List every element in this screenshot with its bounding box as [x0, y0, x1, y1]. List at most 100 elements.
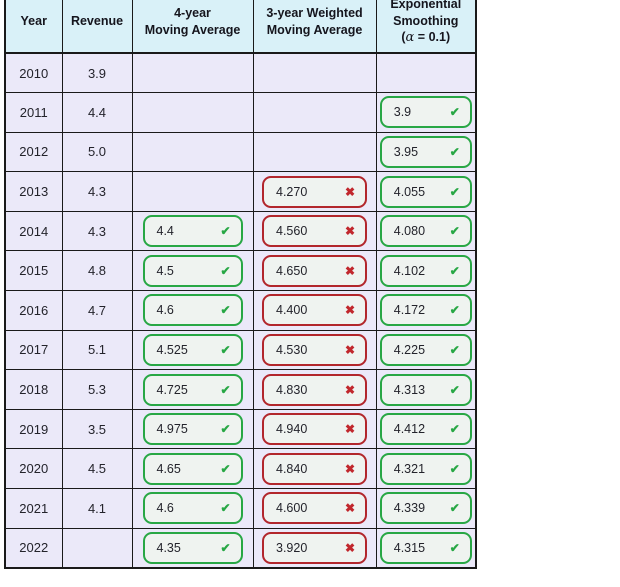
exp-input-value: 4.080 — [393, 224, 426, 239]
ma4-cell: 4.975 ✔ — [131, 408, 254, 450]
ma4-input-2020[interactable]: 4.65 ✔ — [142, 452, 243, 485]
wma3-input-value: 4.830 — [276, 382, 308, 397]
table-row-2018: 2018 5.3 4.725 ✔ 4.830 ✖ 4.313 ✔ — [4, 369, 477, 410]
ma4-cell — [131, 131, 254, 173]
wma3-cell: 4.270 ✖ — [252, 171, 377, 212]
wma3-input-2020[interactable]: 4.840 ✖ — [262, 452, 367, 485]
revenue-cell: 5.3 — [61, 369, 133, 410]
forecast-table: Year Revenue 4-year Moving Average 3-yea… — [4, 0, 477, 569]
page: Year Revenue 4-year Moving Average 3-yea… — [4, 0, 477, 569]
wma3-input-2014[interactable]: 4.560 ✖ — [262, 215, 367, 248]
revenue-value: 4.8 — [87, 263, 107, 279]
table-row-2020: 2020 4.5 4.65 ✔ 4.840 ✖ 4.321 ✔ — [4, 448, 477, 490]
wma3-cell: 3.920 ✖ — [252, 527, 377, 569]
ma4-input-2021[interactable]: 4.6 ✔ — [142, 492, 243, 525]
header-row: Year Revenue 4-year Moving Average 3-yea… — [4, 0, 477, 54]
exp-input-value: 4.313 — [393, 382, 426, 397]
incorrect-icon: ✖ — [344, 184, 355, 199]
wma3-input-value: 4.650 — [276, 263, 308, 278]
exp-input-2011[interactable]: 3.9 ✔ — [379, 96, 472, 129]
year-cell: 2012 — [4, 131, 63, 173]
revenue-value: 4.1 — [87, 500, 107, 516]
exp-input-2016[interactable]: 4.172 ✔ — [379, 294, 472, 327]
ma4-input-2019[interactable]: 4.975 ✔ — [142, 413, 243, 446]
exp-input-2022[interactable]: 4.315 ✔ — [379, 531, 472, 564]
wma3-input-2018[interactable]: 4.830 ✖ — [262, 373, 367, 406]
wma3-input-value: 4.840 — [276, 461, 308, 476]
correct-icon: ✔ — [449, 144, 460, 159]
year-cell: 2010 — [4, 52, 63, 94]
exp-input-2019[interactable]: 4.412 ✔ — [379, 413, 472, 446]
revenue-cell: 4.7 — [61, 290, 133, 331]
revenue-cell: 4.3 — [61, 210, 133, 252]
exp-input-2015[interactable]: 4.102 ✔ — [379, 254, 472, 287]
incorrect-icon: ✖ — [344, 540, 355, 555]
ma4-input-2014[interactable]: 4.4 ✔ — [142, 215, 243, 248]
incorrect-icon: ✖ — [344, 263, 355, 278]
ma4-input-2015[interactable]: 4.5 ✔ — [142, 254, 243, 287]
correct-icon: ✔ — [220, 540, 231, 555]
exp-cell: 4.172 ✔ — [375, 290, 477, 331]
incorrect-icon: ✖ — [344, 303, 355, 318]
ma4-input-value: 4.65 — [156, 461, 181, 476]
incorrect-icon: ✖ — [344, 224, 355, 239]
exp-input-2017[interactable]: 4.225 ✔ — [379, 333, 472, 366]
year-value: 2015 — [19, 263, 49, 279]
correct-icon: ✔ — [220, 342, 231, 357]
correct-icon: ✔ — [220, 303, 231, 318]
year-cell: 2017 — [4, 329, 63, 371]
exp-input-2014[interactable]: 4.080 ✔ — [379, 215, 472, 248]
correct-icon: ✔ — [449, 105, 460, 120]
exp-cell: 3.9 ✔ — [375, 92, 477, 133]
year-value: 2011 — [19, 104, 48, 120]
exp-input-2021[interactable]: 4.339 ✔ — [379, 492, 472, 525]
year-value: 2014 — [19, 223, 49, 239]
ma4-input-2016[interactable]: 4.6 ✔ — [142, 294, 243, 327]
revenue-value: 4.5 — [87, 461, 107, 477]
table-row-2014: 2014 4.3 4.4 ✔ 4.560 ✖ 4.080 ✔ — [4, 210, 477, 252]
ma4-input-2018[interactable]: 4.725 ✔ — [142, 373, 243, 406]
table-row-2013: 2013 4.3 4.270 ✖ 4.055 ✔ — [4, 171, 477, 212]
table-row-2022: 2022 4.35 ✔ 3.920 ✖ 4.315 ✔ — [4, 527, 477, 569]
wma3-cell — [252, 92, 377, 133]
exp-input-value: 4.172 — [393, 303, 426, 318]
revenue-value: 5.0 — [87, 144, 107, 160]
correct-icon: ✔ — [220, 263, 231, 278]
wma3-input-2016[interactable]: 4.400 ✖ — [262, 294, 367, 327]
exp-input-2020[interactable]: 4.321 ✔ — [379, 452, 472, 485]
wma3-input-value: 3.920 — [276, 540, 308, 555]
wma3-input-2015[interactable]: 4.650 ✖ — [262, 254, 367, 287]
exp-input-2018[interactable]: 4.313 ✔ — [379, 373, 472, 406]
wma3-cell: 4.830 ✖ — [252, 369, 377, 410]
revenue-value: 3.9 — [87, 65, 107, 81]
wma3-cell: 4.600 ✖ — [252, 488, 377, 529]
exp-cell: 4.412 ✔ — [375, 408, 477, 450]
wma3-input-2013[interactable]: 4.270 ✖ — [262, 175, 367, 208]
col-header-wma3: 3-year Weighted Moving Average — [252, 0, 377, 54]
ma4-input-value: 4.35 — [156, 540, 181, 555]
ma4-input-2022[interactable]: 4.35 ✔ — [142, 531, 243, 564]
correct-icon: ✔ — [220, 422, 231, 437]
table-row-2016: 2016 4.7 4.6 ✔ 4.400 ✖ 4.172 ✔ — [4, 290, 477, 331]
year-value: 2010 — [19, 65, 49, 81]
col-header-exp-alpha-line: (α = 0.1) — [401, 30, 451, 46]
wma3-input-2017[interactable]: 4.530 ✖ — [262, 333, 367, 366]
revenue-cell: 5.0 — [61, 131, 133, 173]
ma4-input-2017[interactable]: 4.525 ✔ — [142, 333, 243, 366]
correct-icon: ✔ — [220, 224, 231, 239]
table-row-2012: 2012 5.0 3.95 ✔ — [4, 131, 477, 173]
wma3-input-value: 4.270 — [276, 184, 308, 199]
correct-icon: ✔ — [220, 501, 231, 516]
correct-icon: ✔ — [449, 303, 460, 318]
wma3-input-2019[interactable]: 4.940 ✖ — [262, 413, 367, 446]
wma3-input-2022[interactable]: 3.920 ✖ — [262, 531, 367, 564]
exp-input-2013[interactable]: 4.055 ✔ — [379, 175, 472, 208]
wma3-input-2021[interactable]: 4.600 ✖ — [262, 492, 367, 525]
revenue-value: 4.3 — [87, 184, 107, 200]
year-cell: 2011 — [4, 92, 63, 133]
revenue-cell: 4.4 — [61, 92, 133, 133]
exp-cell: 4.225 ✔ — [375, 329, 477, 371]
exp-input-2012[interactable]: 3.95 ✔ — [379, 135, 472, 168]
exp-cell: 3.95 ✔ — [375, 131, 477, 173]
year-cell: 2022 — [4, 527, 63, 569]
